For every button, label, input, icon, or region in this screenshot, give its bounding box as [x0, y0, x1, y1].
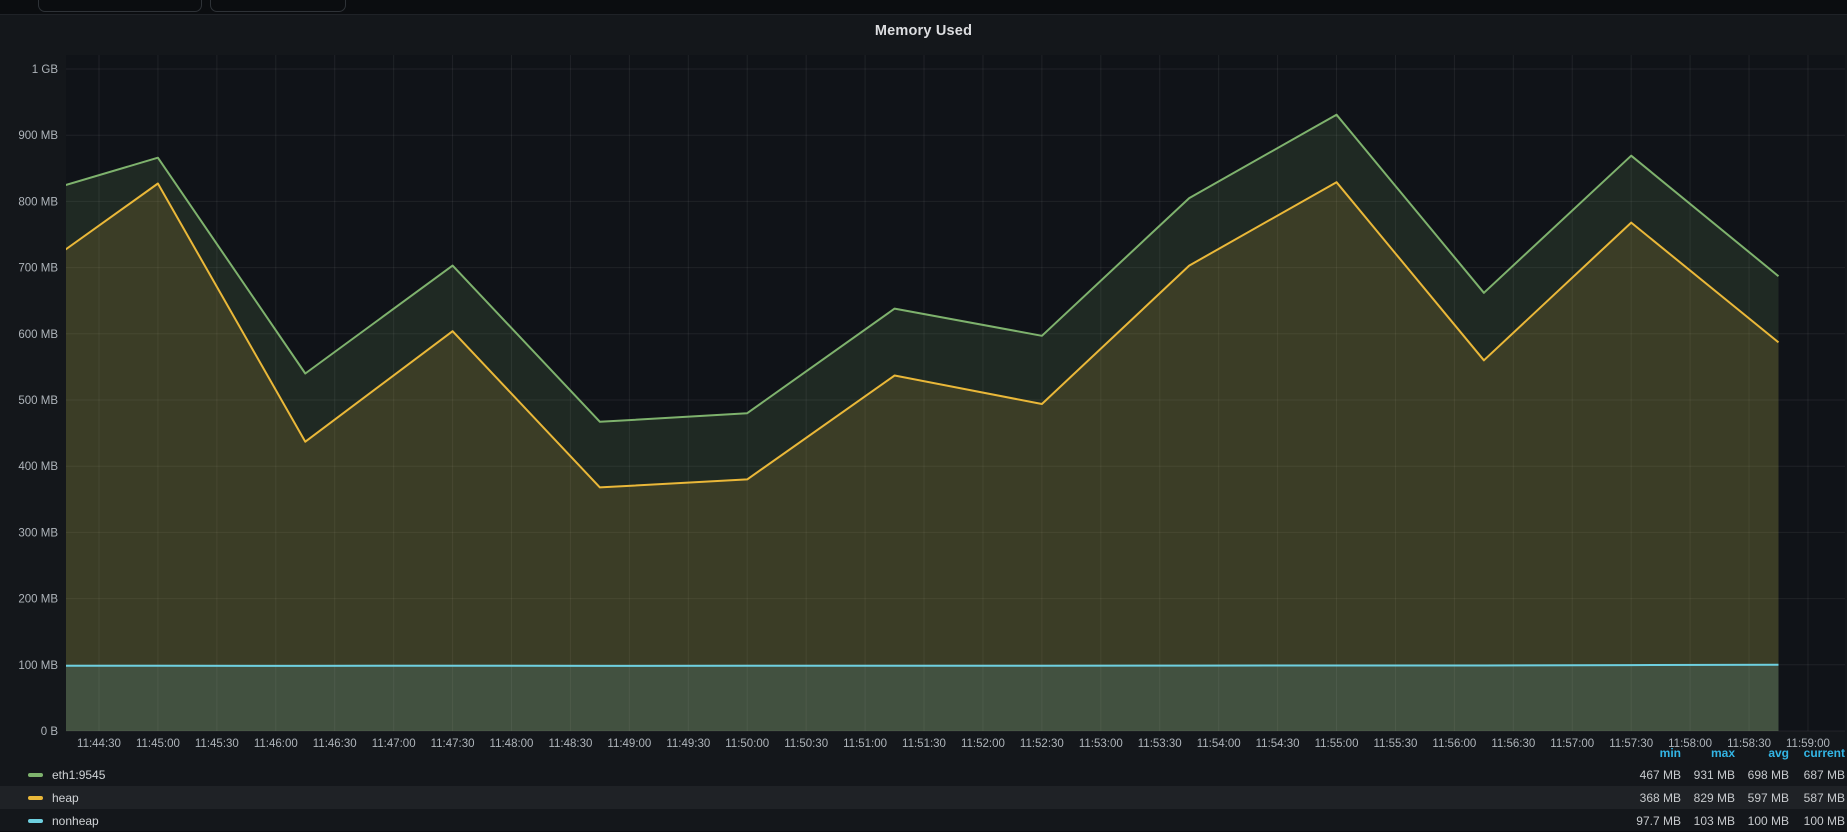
legend-stat-min: 467 MB	[1627, 768, 1681, 782]
y-tick-label: 300 MB	[18, 527, 58, 539]
legend-swatch-icon[interactable]	[28, 819, 43, 823]
y-tick-label: 1 GB	[32, 64, 59, 76]
legend-swatch-icon[interactable]	[28, 773, 43, 777]
legend-stat-max: 829 MB	[1681, 791, 1735, 805]
legend-header-max[interactable]: max	[1681, 746, 1735, 760]
legend-stat-min: 368 MB	[1627, 791, 1681, 805]
legend-stat-min: 97.7 MB	[1627, 814, 1681, 828]
panel-title[interactable]: Memory Used	[0, 23, 1847, 39]
legend-stat-avg: 698 MB	[1735, 768, 1789, 782]
toolbar-button-left[interactable]	[38, 0, 202, 12]
legend-stat-current: 587 MB	[1789, 791, 1845, 805]
legend-series-label[interactable]: eth1:9545	[52, 768, 105, 782]
series-fill-nonheap	[11, 665, 1779, 731]
y-tick-label: 800 MB	[18, 196, 58, 208]
y-tick-label: 400 MB	[18, 461, 58, 473]
top-toolbar	[0, 0, 1847, 14]
legend-stat-max: 931 MB	[1681, 768, 1735, 782]
legend-stat-current: 100 MB	[1789, 814, 1845, 828]
legend-stat-max: 103 MB	[1681, 814, 1735, 828]
y-tick-label: 200 MB	[18, 594, 58, 606]
y-tick-label: 700 MB	[18, 263, 58, 275]
legend-header-min[interactable]: min	[1627, 746, 1681, 760]
memory-used-graph: 0 B 100 MB 200 MB 300 MB 400 MB 500 MB 600 MB 7…	[0, 15, 1847, 760]
legend-series-toggle[interactable]: heap	[0, 791, 1627, 805]
y-tick-label: 600 MB	[18, 329, 58, 341]
y-tick-label: 900 MB	[18, 130, 58, 142]
memory-used-panel: Memory Used 0 B 100 MB 200 MB 300 MB 400 MB 5…	[0, 14, 1847, 831]
legend-series-toggle[interactable]: eth1:9545	[0, 768, 1627, 782]
legend-header-avg[interactable]: avg	[1735, 746, 1789, 760]
legend-stat-avg: 597 MB	[1735, 791, 1789, 805]
legend-header-current[interactable]: current	[1789, 746, 1845, 760]
y-tick-label: 0 B	[41, 726, 59, 738]
legend-stat-current: 687 MB	[1789, 768, 1845, 782]
legend-stat-avg: 100 MB	[1735, 814, 1789, 828]
y-tick-label: 100 MB	[18, 660, 58, 672]
toolbar-button-right[interactable]	[210, 0, 346, 12]
legend-series-label[interactable]: heap	[52, 791, 79, 805]
legend-series-toggle[interactable]: nonheap	[0, 814, 1627, 828]
series-line-nonheap[interactable]	[11, 665, 1779, 666]
legend-swatch-icon[interactable]	[28, 796, 43, 800]
legend-series-label[interactable]: nonheap	[52, 814, 99, 828]
y-tick-label: 500 MB	[18, 395, 58, 407]
